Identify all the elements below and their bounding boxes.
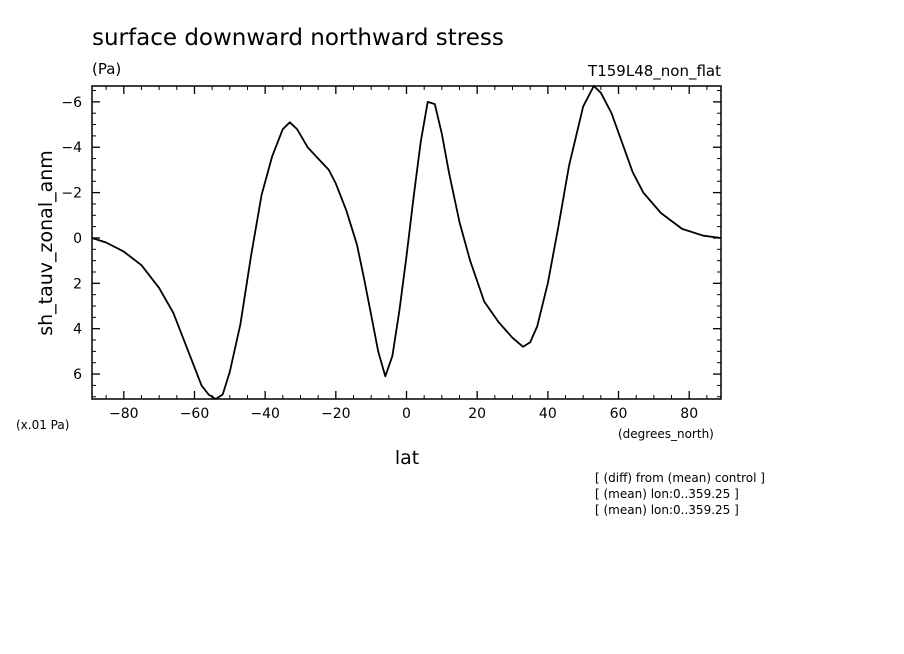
y-tick-label: 0 [73, 231, 82, 247]
x-tick-label: −80 [109, 406, 139, 422]
x-tick-label: −40 [250, 406, 280, 422]
y-tick-label: 6 [73, 367, 82, 383]
x-tick-label: 60 [610, 406, 628, 422]
plot-frame [91, 85, 722, 400]
chart-title: surface downward northward stress [92, 25, 504, 51]
x-tick-label: 0 [402, 406, 411, 422]
x-tick-label: −60 [180, 406, 210, 422]
y-axis-label: sh_tauv_zonal_anm [35, 150, 57, 336]
y-tick-label: 4 [73, 322, 82, 338]
x-tick-label: −20 [321, 406, 351, 422]
y-tick-label: 2 [73, 276, 82, 292]
x-tick-label: 20 [468, 406, 486, 422]
y-scale-label: (x.01 Pa) [16, 418, 69, 432]
y-tick-label: −6 [61, 95, 82, 111]
x-units-label: (degrees_north) [618, 427, 714, 441]
data-line [91, 85, 722, 400]
y-tick-label: −4 [61, 140, 82, 156]
x-tick-label: 80 [680, 406, 698, 422]
x-axis-label: lat [395, 447, 419, 469]
note-line-2: [ (mean) lon:0..359.25 ] [595, 487, 739, 501]
x-tick-label: 40 [539, 406, 557, 422]
run-label: T159L48_non_flat [587, 62, 721, 81]
chart-units: (Pa) [92, 60, 121, 78]
note-line-1: [ (diff) from (mean) control ] [595, 471, 765, 485]
y-tick-label: −2 [61, 186, 82, 202]
note-line-3: [ (mean) lon:0..359.25 ] [595, 503, 739, 517]
